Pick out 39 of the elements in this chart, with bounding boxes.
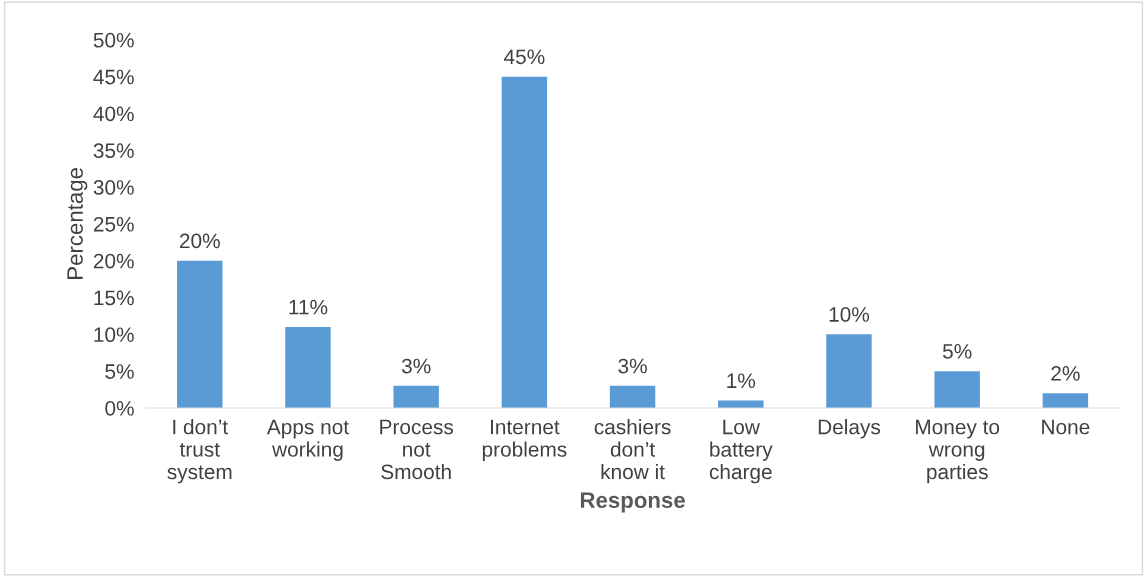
x-tick-label: cashiers don’t know it (594, 419, 671, 480)
x-tick-label: Money to wrong parties (916, 419, 1000, 484)
bar (826, 334, 872, 408)
y-tick-label: 25% (93, 216, 134, 232)
data-label: 11% (289, 299, 328, 315)
y-axis-title: Percentage (67, 168, 88, 279)
y-tick-label: 45% (93, 69, 134, 85)
bar (934, 371, 980, 408)
y-tick-label: 35% (93, 143, 134, 158)
x-tick-label: None (1042, 419, 1090, 435)
bar (609, 385, 656, 408)
data-label: 3% (401, 358, 431, 374)
x-tick-label: Process not Smooth (380, 419, 454, 480)
x-tick-label: Internet problems (482, 419, 567, 461)
x-tick-label: Low battery charge (709, 419, 773, 484)
y-tick-label: 0% (105, 400, 134, 416)
y-tick-label: 50% (93, 32, 134, 48)
y-tick-label: 5% (105, 364, 134, 379)
bar (177, 260, 223, 408)
bar (393, 385, 439, 408)
bar (285, 326, 331, 408)
y-tick-label: 30% (93, 180, 134, 195)
y-tick-label: 20% (93, 253, 134, 269)
data-label: 45% (504, 49, 545, 65)
bar (501, 76, 548, 408)
data-label: 3% (618, 358, 647, 374)
x-tick-label: I don’t trust system (167, 419, 232, 484)
x-axis-title: Response (580, 492, 685, 513)
y-tick-label: 40% (93, 106, 134, 122)
data-label: 1% (727, 373, 756, 389)
bar (1042, 393, 1089, 408)
data-label: 5% (942, 344, 972, 359)
y-tick-label: 15% (94, 290, 134, 306)
x-tick-label: Apps not working (266, 419, 349, 461)
x-tick-label: Delays (818, 419, 881, 439)
data-label: 10% (829, 307, 870, 322)
y-tick-label: 10% (94, 327, 134, 343)
data-label: 20% (179, 233, 220, 249)
data-label: 2% (1051, 366, 1080, 381)
